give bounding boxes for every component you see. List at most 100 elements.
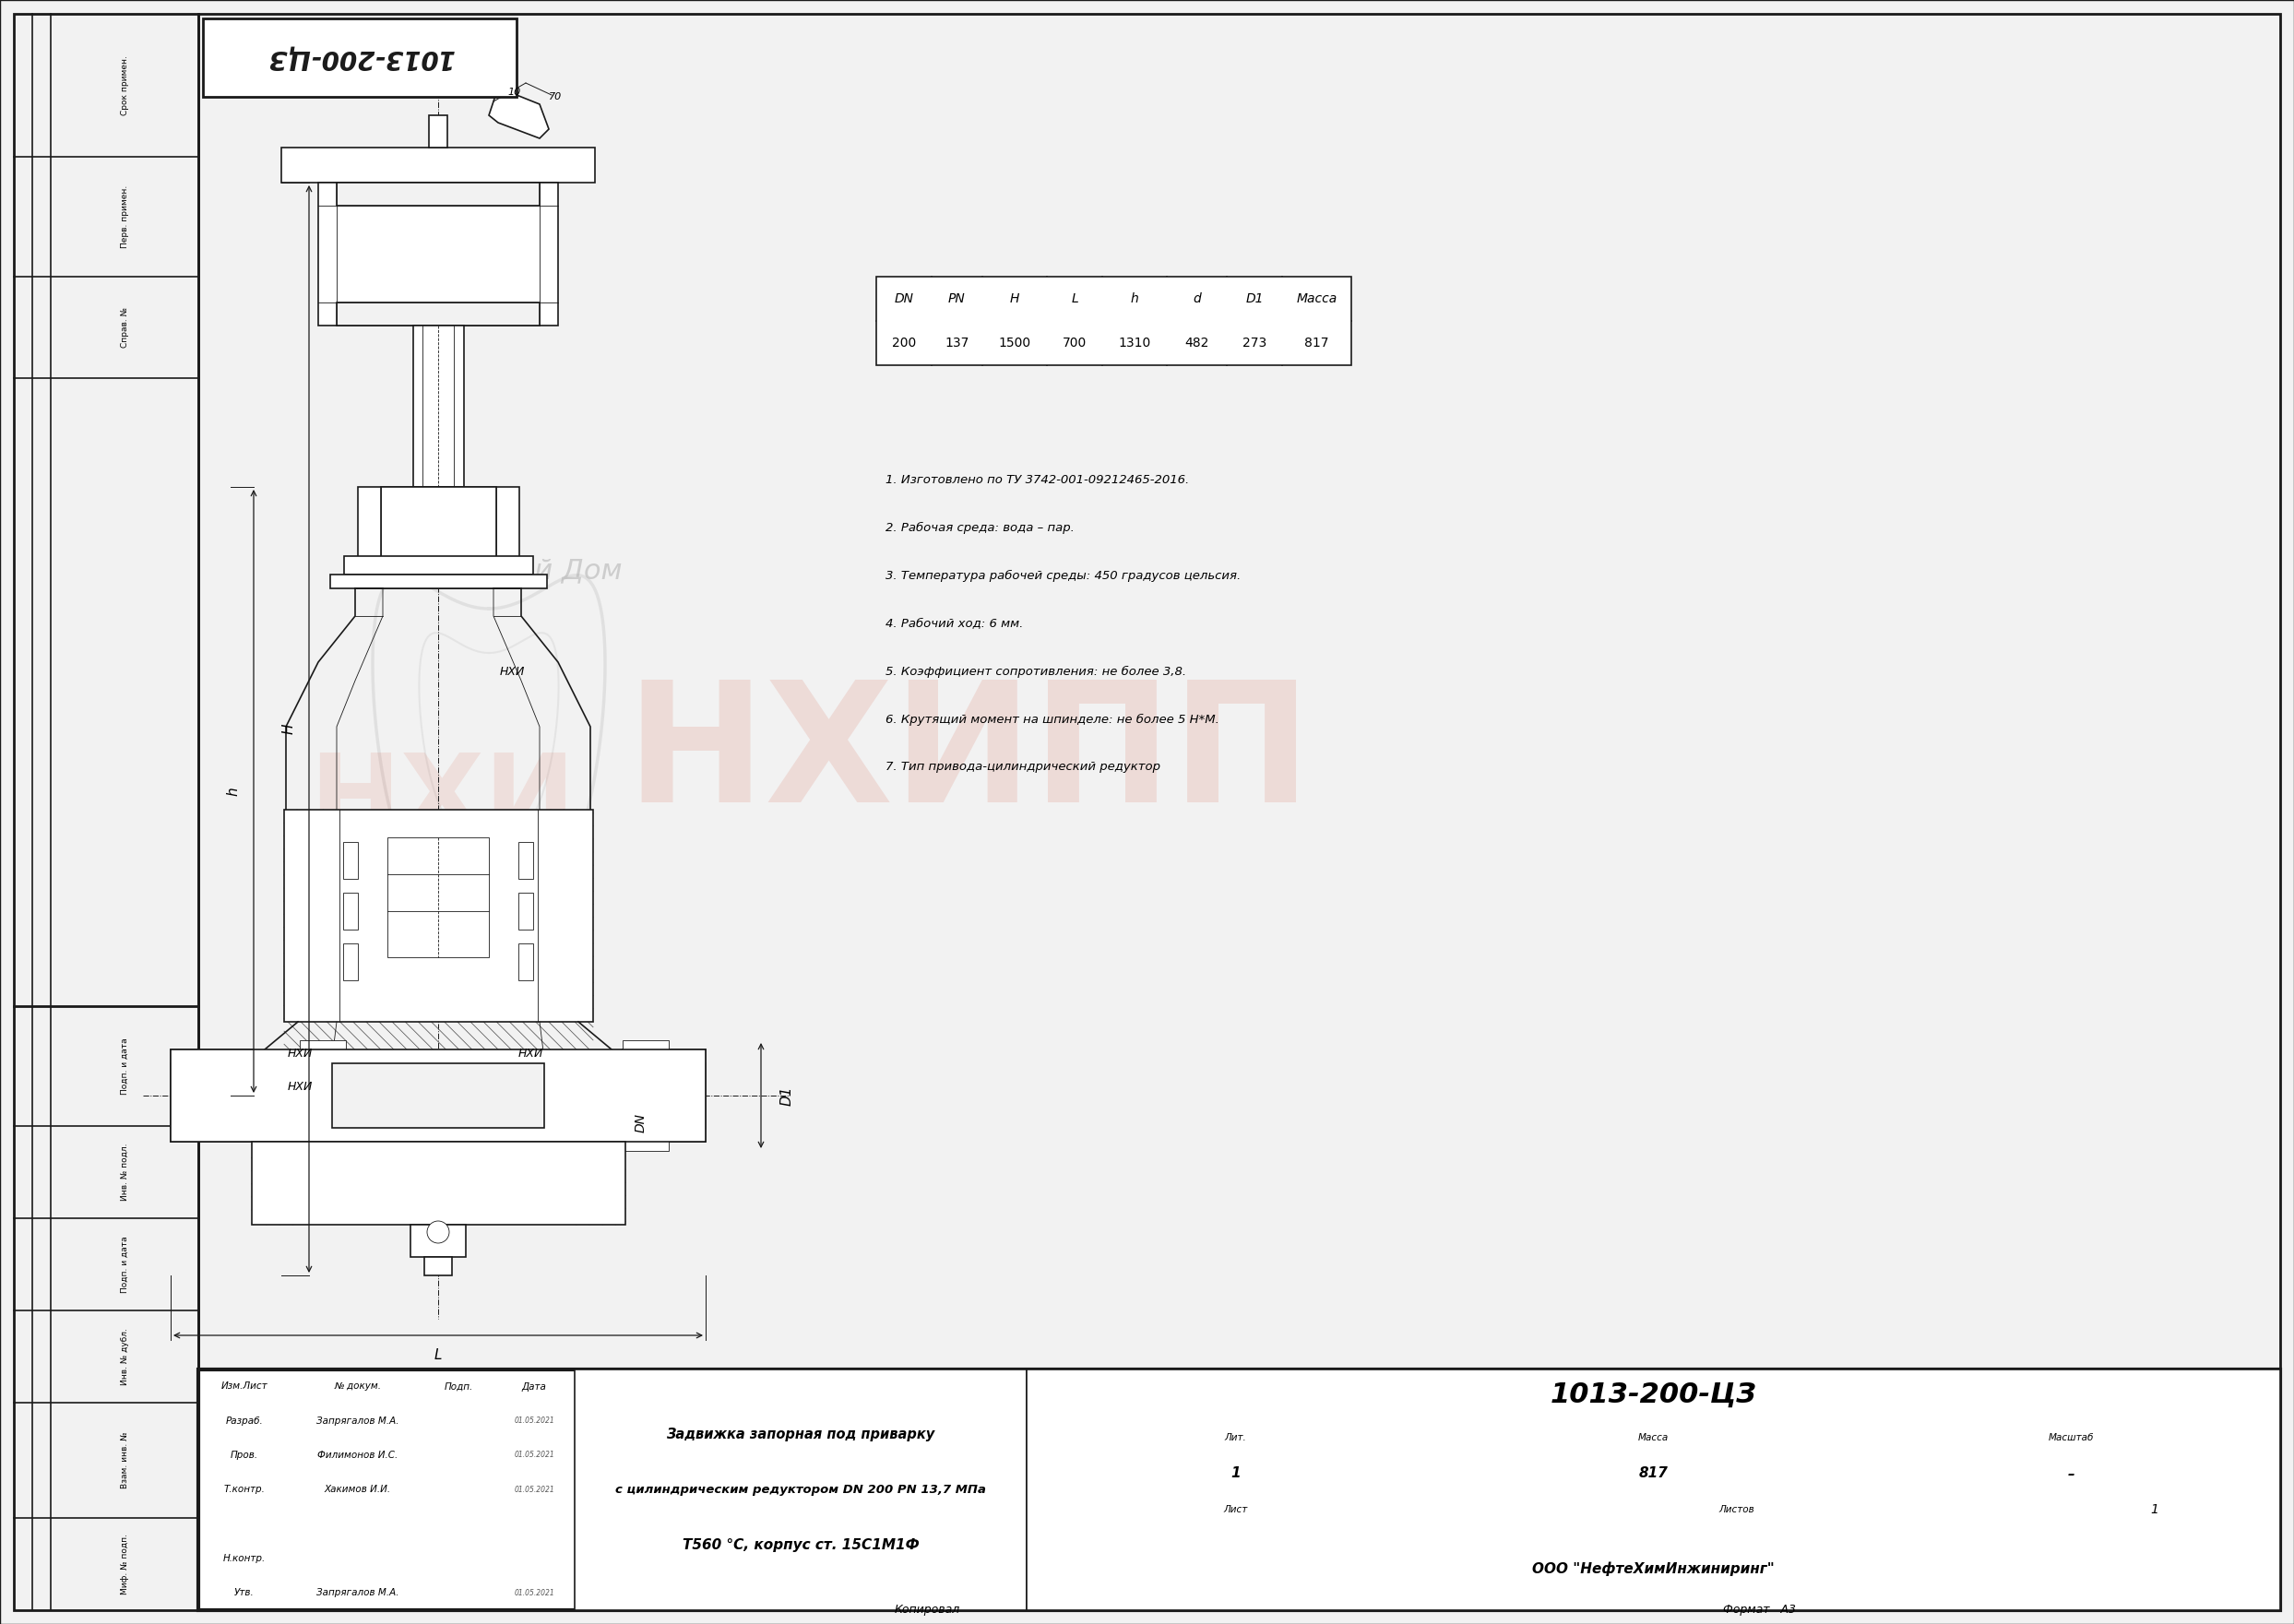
Bar	[284, 810, 594, 1021]
Text: Справ. №: Справ. №	[119, 307, 128, 348]
Text: –: –	[2067, 1466, 2074, 1481]
Text: H: H	[282, 724, 296, 734]
Bar	[429, 115, 447, 148]
Text: 70: 70	[548, 93, 562, 101]
Text: 200: 200	[892, 336, 915, 349]
Text: Листов: Листов	[1718, 1505, 1755, 1514]
Bar	[381, 487, 496, 588]
Bar	[411, 1224, 466, 1257]
Text: Хакимов И.И.: Хакимов И.И.	[323, 1484, 390, 1494]
Bar	[518, 944, 532, 981]
Text: Лит.: Лит.	[1225, 1432, 1246, 1442]
Bar	[282, 148, 594, 182]
Bar	[170, 1064, 255, 1127]
Bar	[622, 1049, 707, 1142]
Text: Н.контр.: Н.контр.	[223, 1554, 266, 1564]
Text: 01.05.2021: 01.05.2021	[514, 1416, 555, 1424]
Bar	[252, 1142, 303, 1224]
Text: 1013-200-ЦЗ: 1013-200-ЦЗ	[266, 45, 454, 70]
Text: 3. Температура рабочей среды: 450 градусов цельсия.: 3. Температура рабочей среды: 450 градус…	[885, 570, 1241, 581]
Bar	[337, 182, 539, 206]
Text: Срок примен.: Срок примен.	[119, 55, 128, 115]
Bar	[333, 1064, 544, 1127]
Text: 01.05.2021: 01.05.2021	[514, 1486, 555, 1494]
Text: с цилиндрическим редуктором DN 200 PN 13,7 МПа: с цилиндрическим редуктором DN 200 PN 13…	[615, 1484, 986, 1496]
Text: 1013-200-ЦЗ: 1013-200-ЦЗ	[1551, 1382, 1757, 1408]
Text: h: h	[227, 786, 241, 796]
Text: 5. Коэффициент сопротивления: не более 3,8.: 5. Коэффициент сопротивления: не более 3…	[885, 666, 1186, 677]
Text: № докум.: № докум.	[335, 1382, 381, 1392]
Bar	[1028, 1369, 2280, 1609]
Text: НХИПП: НХИПП	[626, 676, 1312, 838]
Text: 700: 700	[1062, 336, 1087, 349]
Bar	[622, 1041, 670, 1151]
Text: Масса: Масса	[1296, 292, 1337, 305]
Bar	[197, 1369, 2280, 1609]
Text: 2. Рабочая среда: вода – пар.: 2. Рабочая среда: вода – пар.	[885, 521, 1074, 534]
Bar	[876, 276, 1351, 365]
Bar	[170, 1049, 255, 1142]
Bar	[301, 1041, 346, 1151]
Text: Лист: Лист	[1223, 1505, 1248, 1514]
Text: 4. Рабочий ход: 6 мм.: 4. Рабочий ход: 6 мм.	[885, 617, 1023, 630]
Bar	[413, 325, 463, 487]
Bar	[284, 1021, 594, 1049]
Text: НХИ: НХИ	[287, 1047, 312, 1060]
Text: Копировал: Копировал	[895, 1605, 959, 1616]
Text: L: L	[434, 1348, 443, 1363]
Text: 273: 273	[1243, 336, 1266, 349]
Text: 10: 10	[509, 88, 521, 97]
Bar	[576, 1369, 1028, 1609]
Bar	[344, 555, 532, 575]
Text: Подп.: Подп.	[445, 1382, 473, 1392]
Text: 6. Крутящий момент на шпинделе: не более 5 Н*М.: 6. Крутящий момент на шпинделе: не более…	[885, 713, 1220, 726]
Bar	[202, 18, 516, 97]
Text: Масса: Масса	[1638, 1432, 1668, 1442]
Text: T560 °C, корпус ст. 15С1М1Ф: T560 °C, корпус ст. 15С1М1Ф	[681, 1538, 920, 1553]
Text: 1: 1	[2152, 1504, 2159, 1517]
Text: 137: 137	[945, 336, 968, 349]
Bar	[537, 810, 594, 1021]
Text: 7. Тип привода-цилиндрический редуктор: 7. Тип привода-цилиндрический редуктор	[885, 762, 1161, 773]
Bar	[576, 1142, 626, 1224]
Text: 817: 817	[1305, 336, 1328, 349]
Text: НХИ: НХИ	[518, 1047, 544, 1060]
Text: Задвижка запорная под приварку: Задвижка запорная под приварку	[665, 1427, 936, 1442]
Text: Разраб.: Разраб.	[225, 1416, 264, 1426]
Text: Формат   A3: Формат A3	[1723, 1605, 1796, 1616]
Text: Изм.Лист: Изм.Лист	[220, 1382, 268, 1392]
Text: h: h	[1131, 292, 1138, 305]
Text: 482: 482	[1184, 336, 1209, 349]
Text: d: d	[1193, 292, 1200, 305]
Text: НХИ: НХИ	[500, 666, 525, 677]
Text: 817: 817	[1638, 1466, 1668, 1481]
Bar	[284, 810, 340, 1021]
Text: 01.05.2021: 01.05.2021	[514, 1452, 555, 1460]
Text: D1: D1	[780, 1086, 794, 1106]
Text: Т.контр.: Т.контр.	[225, 1484, 266, 1494]
Text: Утв.: Утв.	[234, 1588, 255, 1598]
Text: Филимонов И.С.: Филимонов И.С.	[317, 1450, 397, 1460]
Polygon shape	[489, 88, 548, 138]
Text: 1310: 1310	[1117, 336, 1152, 349]
Text: Подп. и дата: Подп. и дата	[119, 1236, 128, 1293]
Text: 1: 1	[1230, 1466, 1241, 1481]
Bar	[337, 302, 539, 325]
Text: Миф. № подп.: Миф. № подп.	[119, 1533, 128, 1595]
Text: Торговый Дом: Торговый Дом	[411, 559, 622, 585]
Text: 1. Изготовлено по ТУ 3742-001-09212465-2016.: 1. Изготовлено по ТУ 3742-001-09212465-2…	[885, 474, 1188, 486]
Text: H: H	[1009, 292, 1019, 305]
Text: PN: PN	[947, 292, 966, 305]
Text: D1: D1	[1246, 292, 1264, 305]
Text: Перв. примен.: Перв. примен.	[119, 185, 128, 248]
Text: ООО "НефтеХимИнжиниринг": ООО "НефтеХимИнжиниринг"	[1532, 1562, 1776, 1575]
Text: 01.05.2021: 01.05.2021	[514, 1588, 555, 1596]
Bar	[330, 575, 546, 588]
Bar	[518, 893, 532, 929]
Bar	[424, 1257, 452, 1275]
Bar	[14, 15, 197, 1609]
Bar	[622, 1064, 707, 1127]
Text: Инв. № подл.: Инв. № подл.	[119, 1143, 128, 1200]
Text: Пров.: Пров.	[229, 1450, 259, 1460]
Text: Взам. инв. №: Взам. инв. №	[119, 1432, 128, 1489]
